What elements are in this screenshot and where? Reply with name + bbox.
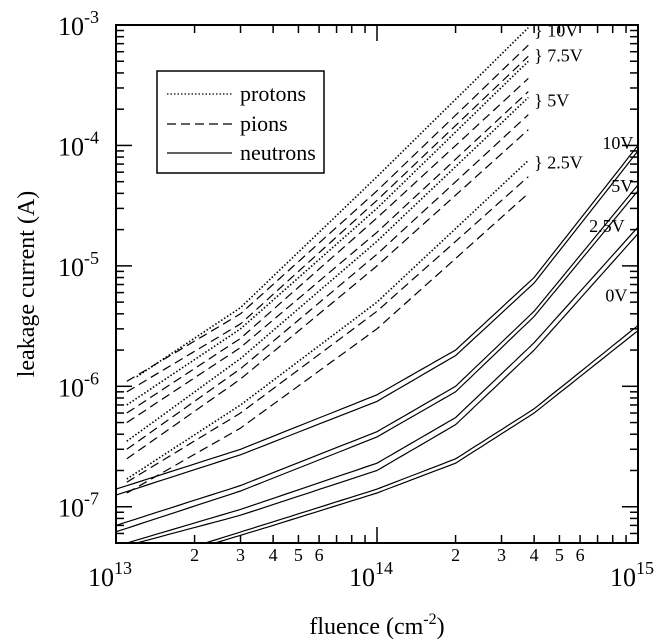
x-minor-tick-label: 5 [294,545,303,565]
protons-series-line [126,159,529,480]
x-minor-tick-label: 4 [269,545,278,565]
neutrons-series-line [126,226,639,544]
pions-series-line [126,192,529,494]
y-tick-label: 10-3 [58,7,99,41]
tick-layer [115,25,638,544]
pions-series-line [126,114,529,450]
neutrons-series-line [115,150,639,496]
neutrons-series-line [115,190,639,533]
neutrons-series-line [136,233,639,544]
x-minor-tick-label: 5 [555,545,564,565]
pions-series-line [126,44,529,382]
protons-series-line [126,96,529,442]
voltage-annotation: 5V [611,176,633,196]
voltage-annotation: 0V [605,285,627,305]
neutrons-series-line [115,145,639,490]
series-layer [115,27,639,544]
x-minor-tick-label: 3 [236,545,245,565]
neutrons-series-line [205,325,639,544]
x-tick-label: 1015 [610,558,654,592]
x-minor-tick-label: 6 [315,545,324,565]
pions-series-line [126,91,529,424]
y-tick-label: 10-7 [58,489,99,523]
legend-label-pions: pions [240,111,288,136]
y-axis-label: leakage current (A) [14,191,40,378]
x-minor-tick-label: 6 [576,545,585,565]
protons-series-line [126,60,529,406]
x-minor-tick-label: 3 [497,545,506,565]
legend-box [156,70,325,174]
x-axis-label: fluence (cm-2) [309,611,444,640]
voltage-annotation: 2.5V [589,216,625,236]
x-tick-label: 1014 [349,558,393,592]
legend: protons pions neutrons [156,70,325,174]
neutrons-series-line [115,184,639,526]
x-minor-tick-label: 2 [190,545,199,565]
pions-series-line [126,176,529,483]
y-tick-label: 10-4 [58,127,99,161]
voltage-annotation: } 10V [534,21,578,41]
y-tick-label: 10-5 [58,248,99,282]
x-tick-label: 1013 [88,558,132,592]
voltage-annotation: } 5V [534,91,569,111]
voltage-annotation: } 2.5V [534,153,583,173]
legend-label-neutrons: neutrons [240,140,316,165]
legend-label-protons: protons [240,81,306,106]
voltage-annotation: 10V [602,133,633,153]
annotation-layer: } 10V } 7.5V } 5V } 2.5V 10V 5V 2.5V 0V [534,21,633,306]
pions-series-line [126,129,529,460]
voltage-annotation: } 7.5V [534,45,583,65]
protons-series-line [136,27,529,378]
y-tick-label: 10-6 [58,368,99,402]
plot-area [115,24,639,544]
neutrons-series-line [215,330,639,544]
x-minor-tick-label: 4 [530,545,539,565]
x-minor-tick-label: 2 [451,545,460,565]
pions-series-line [126,55,529,393]
pions-series-line [126,77,529,414]
